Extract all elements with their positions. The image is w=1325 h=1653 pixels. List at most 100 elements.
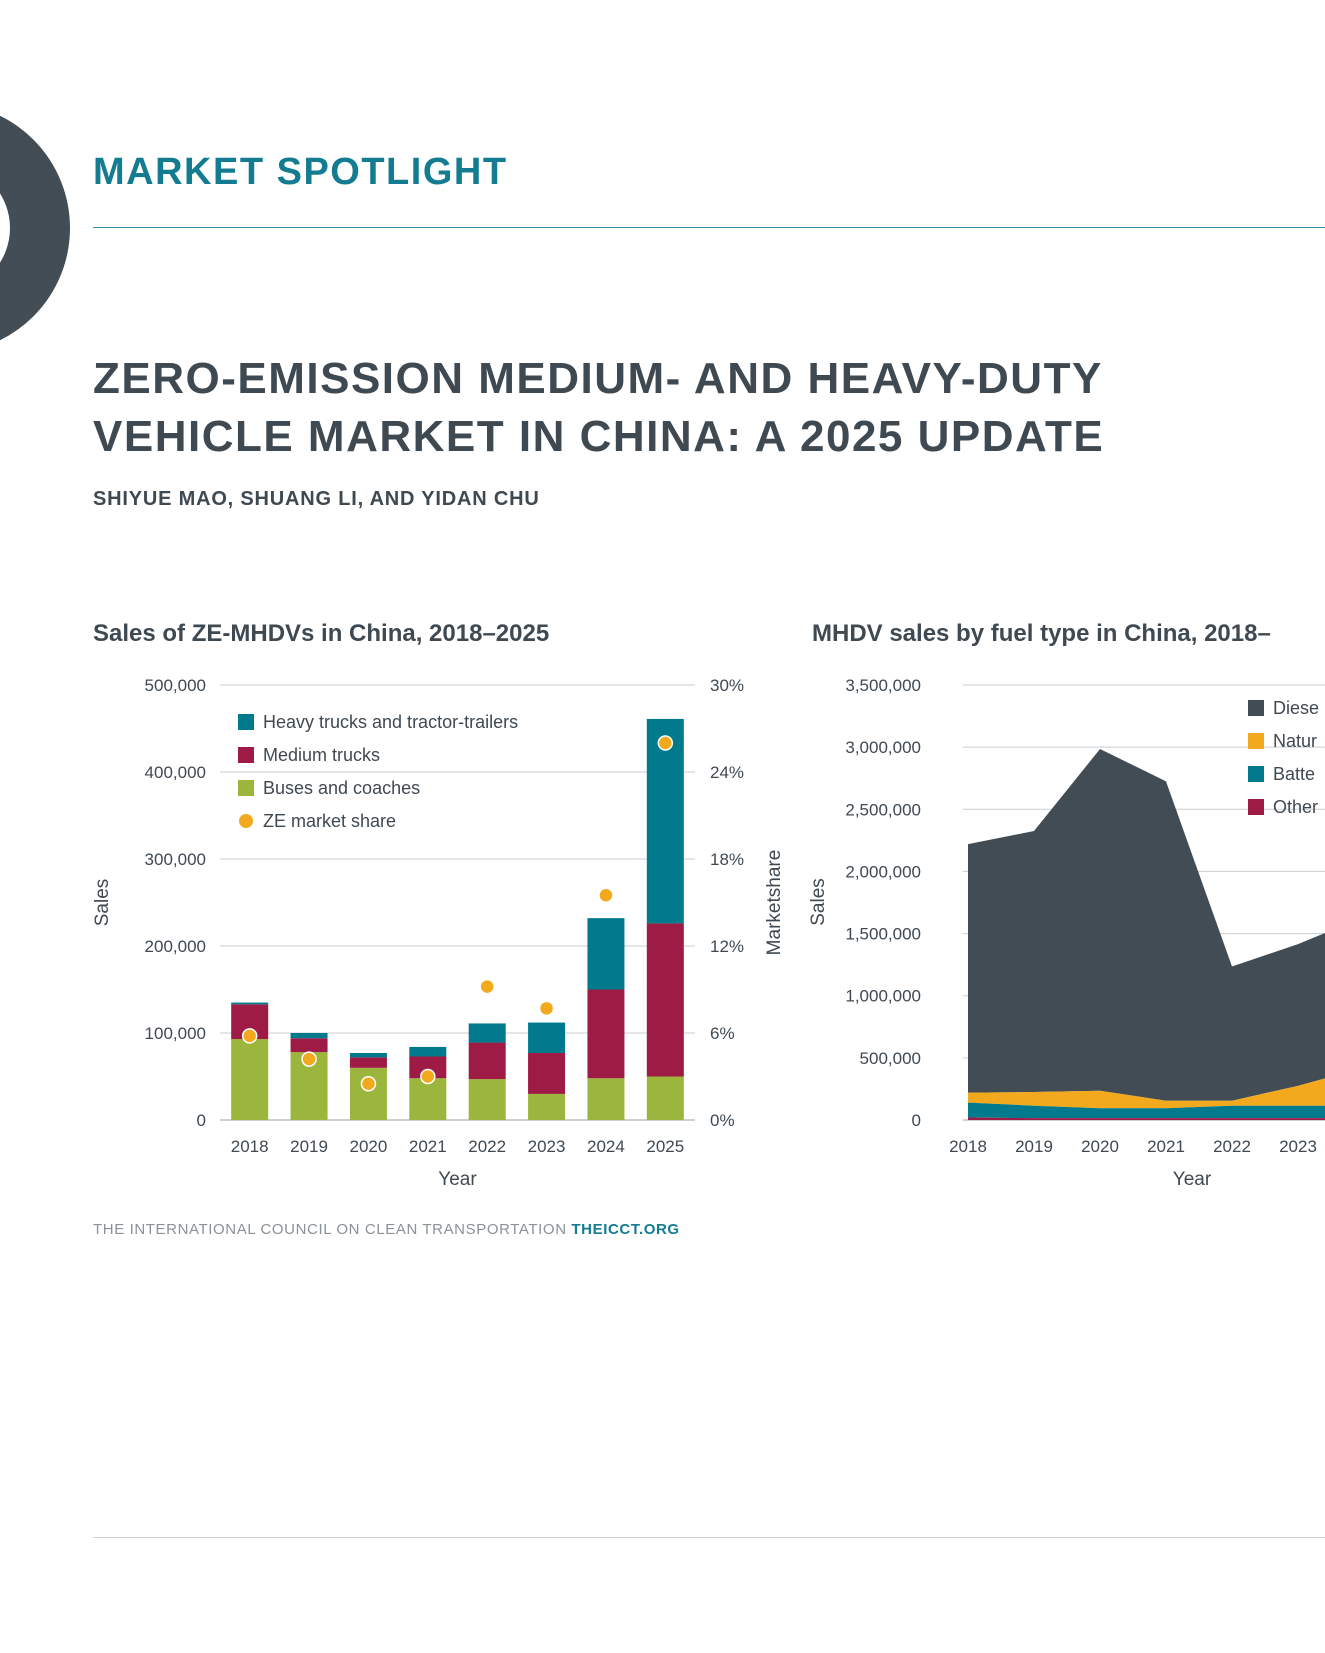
- x-axis-title: Year: [438, 1169, 477, 1190]
- bar-segment: [349, 1067, 387, 1120]
- y-axis-title: Sales: [92, 879, 113, 927]
- y-tick-label: 500,000: [860, 1049, 921, 1068]
- market-share-point: [360, 1076, 377, 1092]
- y-tick-label: 2,500,000: [845, 800, 921, 819]
- bar-segment: [468, 1079, 506, 1120]
- market-share-point: [598, 887, 614, 903]
- market-share-point: [538, 1000, 555, 1017]
- x-tick-label: 2021: [409, 1137, 447, 1156]
- x-tick-label: 2023: [528, 1137, 566, 1156]
- legend-swatch: [1248, 799, 1264, 815]
- bar-segment: [587, 918, 625, 990]
- x-tick-label: 2018: [949, 1137, 987, 1156]
- bar-segment: [231, 1039, 269, 1120]
- y2-tick-label: 24%: [710, 763, 744, 782]
- y2-tick-label: 12%: [710, 937, 744, 956]
- bar-segment: [587, 989, 625, 1079]
- bar-segment: [231, 1002, 269, 1005]
- y2-tick-label: 30%: [710, 676, 744, 695]
- legend-swatch: [1248, 700, 1264, 716]
- chart1-title: Sales of ZE-MHDVs in China, 2018–2025: [93, 620, 550, 647]
- legend-label: Other: [1273, 797, 1318, 817]
- y-tick-label: 2,000,000: [845, 862, 921, 881]
- y-tick-label: 3,500,000: [845, 676, 921, 695]
- legend-label: Heavy trucks and tractor-trailers: [263, 712, 518, 732]
- x-tick-label: 2025: [646, 1137, 684, 1156]
- legend-label: Diese: [1273, 698, 1319, 718]
- y-tick-label: 300,000: [145, 850, 206, 869]
- area-natur: [968, 1078, 1325, 1109]
- footer-divider: [93, 1537, 1325, 1538]
- y-tick-label: 400,000: [145, 763, 206, 782]
- bar-segment: [409, 1056, 447, 1079]
- market-share-point: [241, 1028, 258, 1044]
- bar-segment: [587, 1078, 625, 1120]
- legend-label: Medium trucks: [263, 745, 380, 765]
- legend-swatch: [1248, 766, 1264, 782]
- legend-swatch: [1248, 733, 1264, 749]
- x-tick-label: 2023: [1279, 1137, 1317, 1156]
- y-tick-label: 200,000: [145, 937, 206, 956]
- legend-swatch: [238, 780, 254, 796]
- x-tick-label: 2024: [587, 1137, 625, 1156]
- legend-label: Batte: [1273, 764, 1315, 784]
- bar-segment: [646, 1076, 684, 1120]
- ze-mhdv-sales-chart: 0 100,000 200,000 300,000 400,000 500,000 0% 6%…: [92, 676, 785, 1190]
- bar-segment: [528, 1053, 566, 1094]
- bar-segment: [290, 1033, 328, 1039]
- legend-swatch: [239, 814, 253, 828]
- x-tick-label: 2022: [468, 1137, 506, 1156]
- y2-tick-label: 6%: [710, 1024, 735, 1043]
- bar-segment: [409, 1046, 447, 1057]
- area-batte: [968, 1102, 1325, 1119]
- y2-axis-title: Marketshare: [764, 850, 785, 956]
- bar-segment: [409, 1078, 447, 1120]
- y-tick-label: 500,000: [145, 676, 206, 695]
- bar-segment: [349, 1057, 387, 1068]
- footer: THE INTERNATIONAL COUNCIL ON CLEAN TRANS…: [93, 1221, 680, 1238]
- y-tick-label: 0: [912, 1111, 921, 1130]
- y-axis-title: Sales: [808, 878, 829, 926]
- bar-segment: [349, 1053, 387, 1058]
- x-tick-label: 2020: [350, 1137, 388, 1156]
- y-tick-label: 0: [197, 1111, 206, 1130]
- mhdv-fuel-type-chart: 0 500,000 1,000,000 1,500,000 2,000,000 2,500…: [808, 676, 1325, 1190]
- legend-swatch: [238, 747, 254, 763]
- market-share-point: [479, 978, 495, 995]
- legend-label: Natur: [1273, 731, 1317, 751]
- page-title: ZERO-EMISSION MEDIUM- AND HEAVY-DUTY VEH…: [93, 354, 1105, 461]
- area-other: [968, 1117, 1325, 1120]
- chart2-title: MHDV sales by fuel type in China, 2018–: [812, 620, 1271, 647]
- footer-org: THE INTERNATIONAL COUNCIL ON CLEAN TRANS…: [93, 1221, 567, 1238]
- y-tick-label: 1,500,000: [845, 925, 921, 944]
- bar-segment: [646, 923, 684, 1077]
- legend-swatch: [238, 714, 254, 730]
- header-divider: [93, 227, 1325, 228]
- y2-tick-label: 18%: [710, 850, 744, 869]
- bar-segment: [646, 718, 684, 924]
- bar-segment: [528, 1022, 566, 1054]
- x-tick-label: 2021: [1147, 1137, 1185, 1156]
- x-axis-title: Year: [1173, 1169, 1212, 1190]
- footer-link[interactable]: THEICCT.ORG: [571, 1221, 680, 1238]
- market-share-point: [301, 1051, 317, 1067]
- y2-tick-label: 0%: [710, 1111, 735, 1130]
- legend-label: ZE market share: [263, 811, 396, 831]
- legend-label: Buses and coaches: [263, 778, 420, 798]
- bar-segment: [290, 1038, 328, 1053]
- market-share-point: [420, 1068, 436, 1085]
- x-tick-label: 2022: [1213, 1137, 1251, 1156]
- y-tick-label: 1,000,000: [845, 987, 921, 1006]
- bar-segment: [468, 1023, 506, 1043]
- x-tick-label: 2018: [231, 1137, 269, 1156]
- y-tick-label: 100,000: [145, 1024, 206, 1043]
- bar-segment: [528, 1093, 566, 1120]
- market-share-point: [657, 735, 674, 751]
- area-diese: [968, 749, 1325, 1101]
- x-tick-label: 2019: [290, 1137, 328, 1156]
- bar-segment: [468, 1042, 506, 1080]
- y-tick-label: 3,000,000: [845, 738, 921, 757]
- decorative-ring-graphic: [0, 115, 70, 341]
- authors: SHIYUE MAO, SHUANG LI, AND YIDAN CHU: [93, 488, 540, 510]
- x-tick-label: 2020: [1081, 1137, 1119, 1156]
